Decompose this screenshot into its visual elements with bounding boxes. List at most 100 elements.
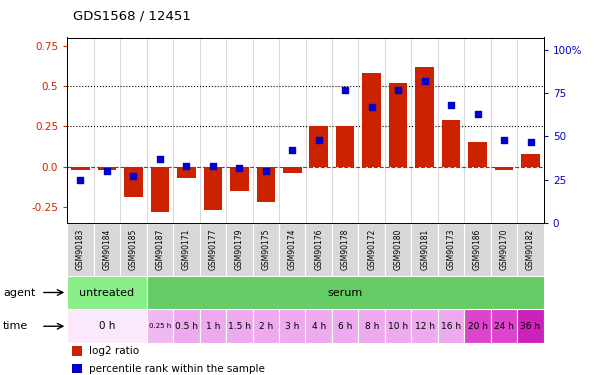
Bar — [120, 223, 147, 276]
Text: GSM90187: GSM90187 — [155, 229, 164, 270]
Text: 20 h: 20 h — [467, 322, 488, 331]
Bar — [362, 73, 381, 166]
Text: 3 h: 3 h — [285, 322, 299, 331]
Bar — [415, 66, 434, 166]
Text: 10 h: 10 h — [388, 322, 408, 331]
Text: 0 h: 0 h — [99, 321, 115, 331]
Bar — [283, 166, 301, 173]
Bar — [518, 309, 544, 343]
Text: GSM90175: GSM90175 — [262, 229, 270, 270]
Bar — [306, 309, 332, 343]
Point — [340, 87, 350, 93]
Bar — [359, 223, 385, 276]
Point — [393, 87, 403, 93]
Text: 8 h: 8 h — [365, 322, 379, 331]
Point — [473, 111, 483, 117]
Bar — [72, 364, 82, 374]
Bar — [252, 223, 279, 276]
Bar — [93, 223, 120, 276]
Text: time: time — [3, 321, 28, 331]
Bar — [332, 223, 359, 276]
Text: 0.5 h: 0.5 h — [175, 322, 198, 331]
Bar — [67, 276, 147, 309]
Bar — [173, 223, 200, 276]
Bar — [438, 309, 464, 343]
Text: GSM90171: GSM90171 — [182, 229, 191, 270]
Bar — [464, 223, 491, 276]
Bar — [411, 223, 438, 276]
Text: percentile rank within the sample: percentile rank within the sample — [89, 364, 265, 374]
Text: 12 h: 12 h — [415, 322, 434, 331]
Point — [499, 137, 509, 143]
Point — [446, 102, 456, 108]
Bar — [279, 223, 306, 276]
Bar — [226, 223, 252, 276]
Text: GSM90184: GSM90184 — [103, 229, 111, 270]
Bar — [230, 166, 249, 191]
Text: GSM90170: GSM90170 — [500, 229, 508, 270]
Bar — [252, 309, 279, 343]
Text: 1 h: 1 h — [206, 322, 220, 331]
Text: GSM90186: GSM90186 — [473, 229, 482, 270]
Bar — [147, 309, 173, 343]
Point — [102, 168, 112, 174]
Bar — [468, 142, 487, 166]
Text: 0.25 h: 0.25 h — [148, 323, 171, 329]
Text: GSM90177: GSM90177 — [208, 229, 218, 270]
Bar — [226, 309, 252, 343]
Bar — [442, 120, 460, 166]
Point — [314, 137, 324, 143]
Bar — [257, 166, 275, 202]
Text: GSM90180: GSM90180 — [393, 229, 403, 270]
Bar — [150, 166, 169, 212]
Point — [76, 177, 86, 183]
Bar — [98, 166, 116, 170]
Point — [208, 163, 218, 169]
Text: 24 h: 24 h — [494, 322, 514, 331]
Bar — [359, 309, 385, 343]
Bar — [411, 309, 438, 343]
Text: 36 h: 36 h — [521, 322, 541, 331]
Point — [128, 173, 138, 179]
Text: GSM90176: GSM90176 — [314, 229, 323, 270]
Bar — [200, 223, 226, 276]
Bar — [491, 223, 518, 276]
Text: GSM90179: GSM90179 — [235, 229, 244, 270]
Bar — [491, 309, 518, 343]
Text: GSM90182: GSM90182 — [526, 229, 535, 270]
Text: serum: serum — [327, 288, 363, 297]
Bar — [67, 223, 93, 276]
Text: 1.5 h: 1.5 h — [228, 322, 251, 331]
Text: 16 h: 16 h — [441, 322, 461, 331]
Point — [181, 163, 191, 169]
Bar — [200, 309, 226, 343]
Bar — [147, 223, 173, 276]
Text: 2 h: 2 h — [258, 322, 273, 331]
Bar — [147, 276, 544, 309]
Bar — [385, 309, 411, 343]
Bar — [495, 166, 513, 170]
Bar — [177, 166, 196, 178]
Bar — [385, 223, 411, 276]
Point — [287, 147, 297, 153]
Text: 4 h: 4 h — [312, 322, 326, 331]
Point — [367, 104, 376, 110]
Point — [261, 168, 271, 174]
Bar — [438, 223, 464, 276]
Bar — [389, 83, 408, 166]
Text: GSM90173: GSM90173 — [447, 229, 456, 270]
Text: GSM90181: GSM90181 — [420, 229, 429, 270]
Bar — [310, 126, 328, 166]
Bar — [279, 309, 306, 343]
Text: GSM90185: GSM90185 — [129, 229, 138, 270]
Text: agent: agent — [3, 288, 35, 297]
Text: GSM90178: GSM90178 — [341, 229, 349, 270]
Bar — [332, 309, 359, 343]
Point — [525, 139, 535, 145]
Text: GDS1568 / 12451: GDS1568 / 12451 — [73, 9, 191, 22]
Bar — [518, 223, 544, 276]
Text: untreated: untreated — [79, 288, 134, 297]
Text: GSM90172: GSM90172 — [367, 229, 376, 270]
Bar — [67, 309, 147, 343]
Bar — [336, 126, 354, 166]
